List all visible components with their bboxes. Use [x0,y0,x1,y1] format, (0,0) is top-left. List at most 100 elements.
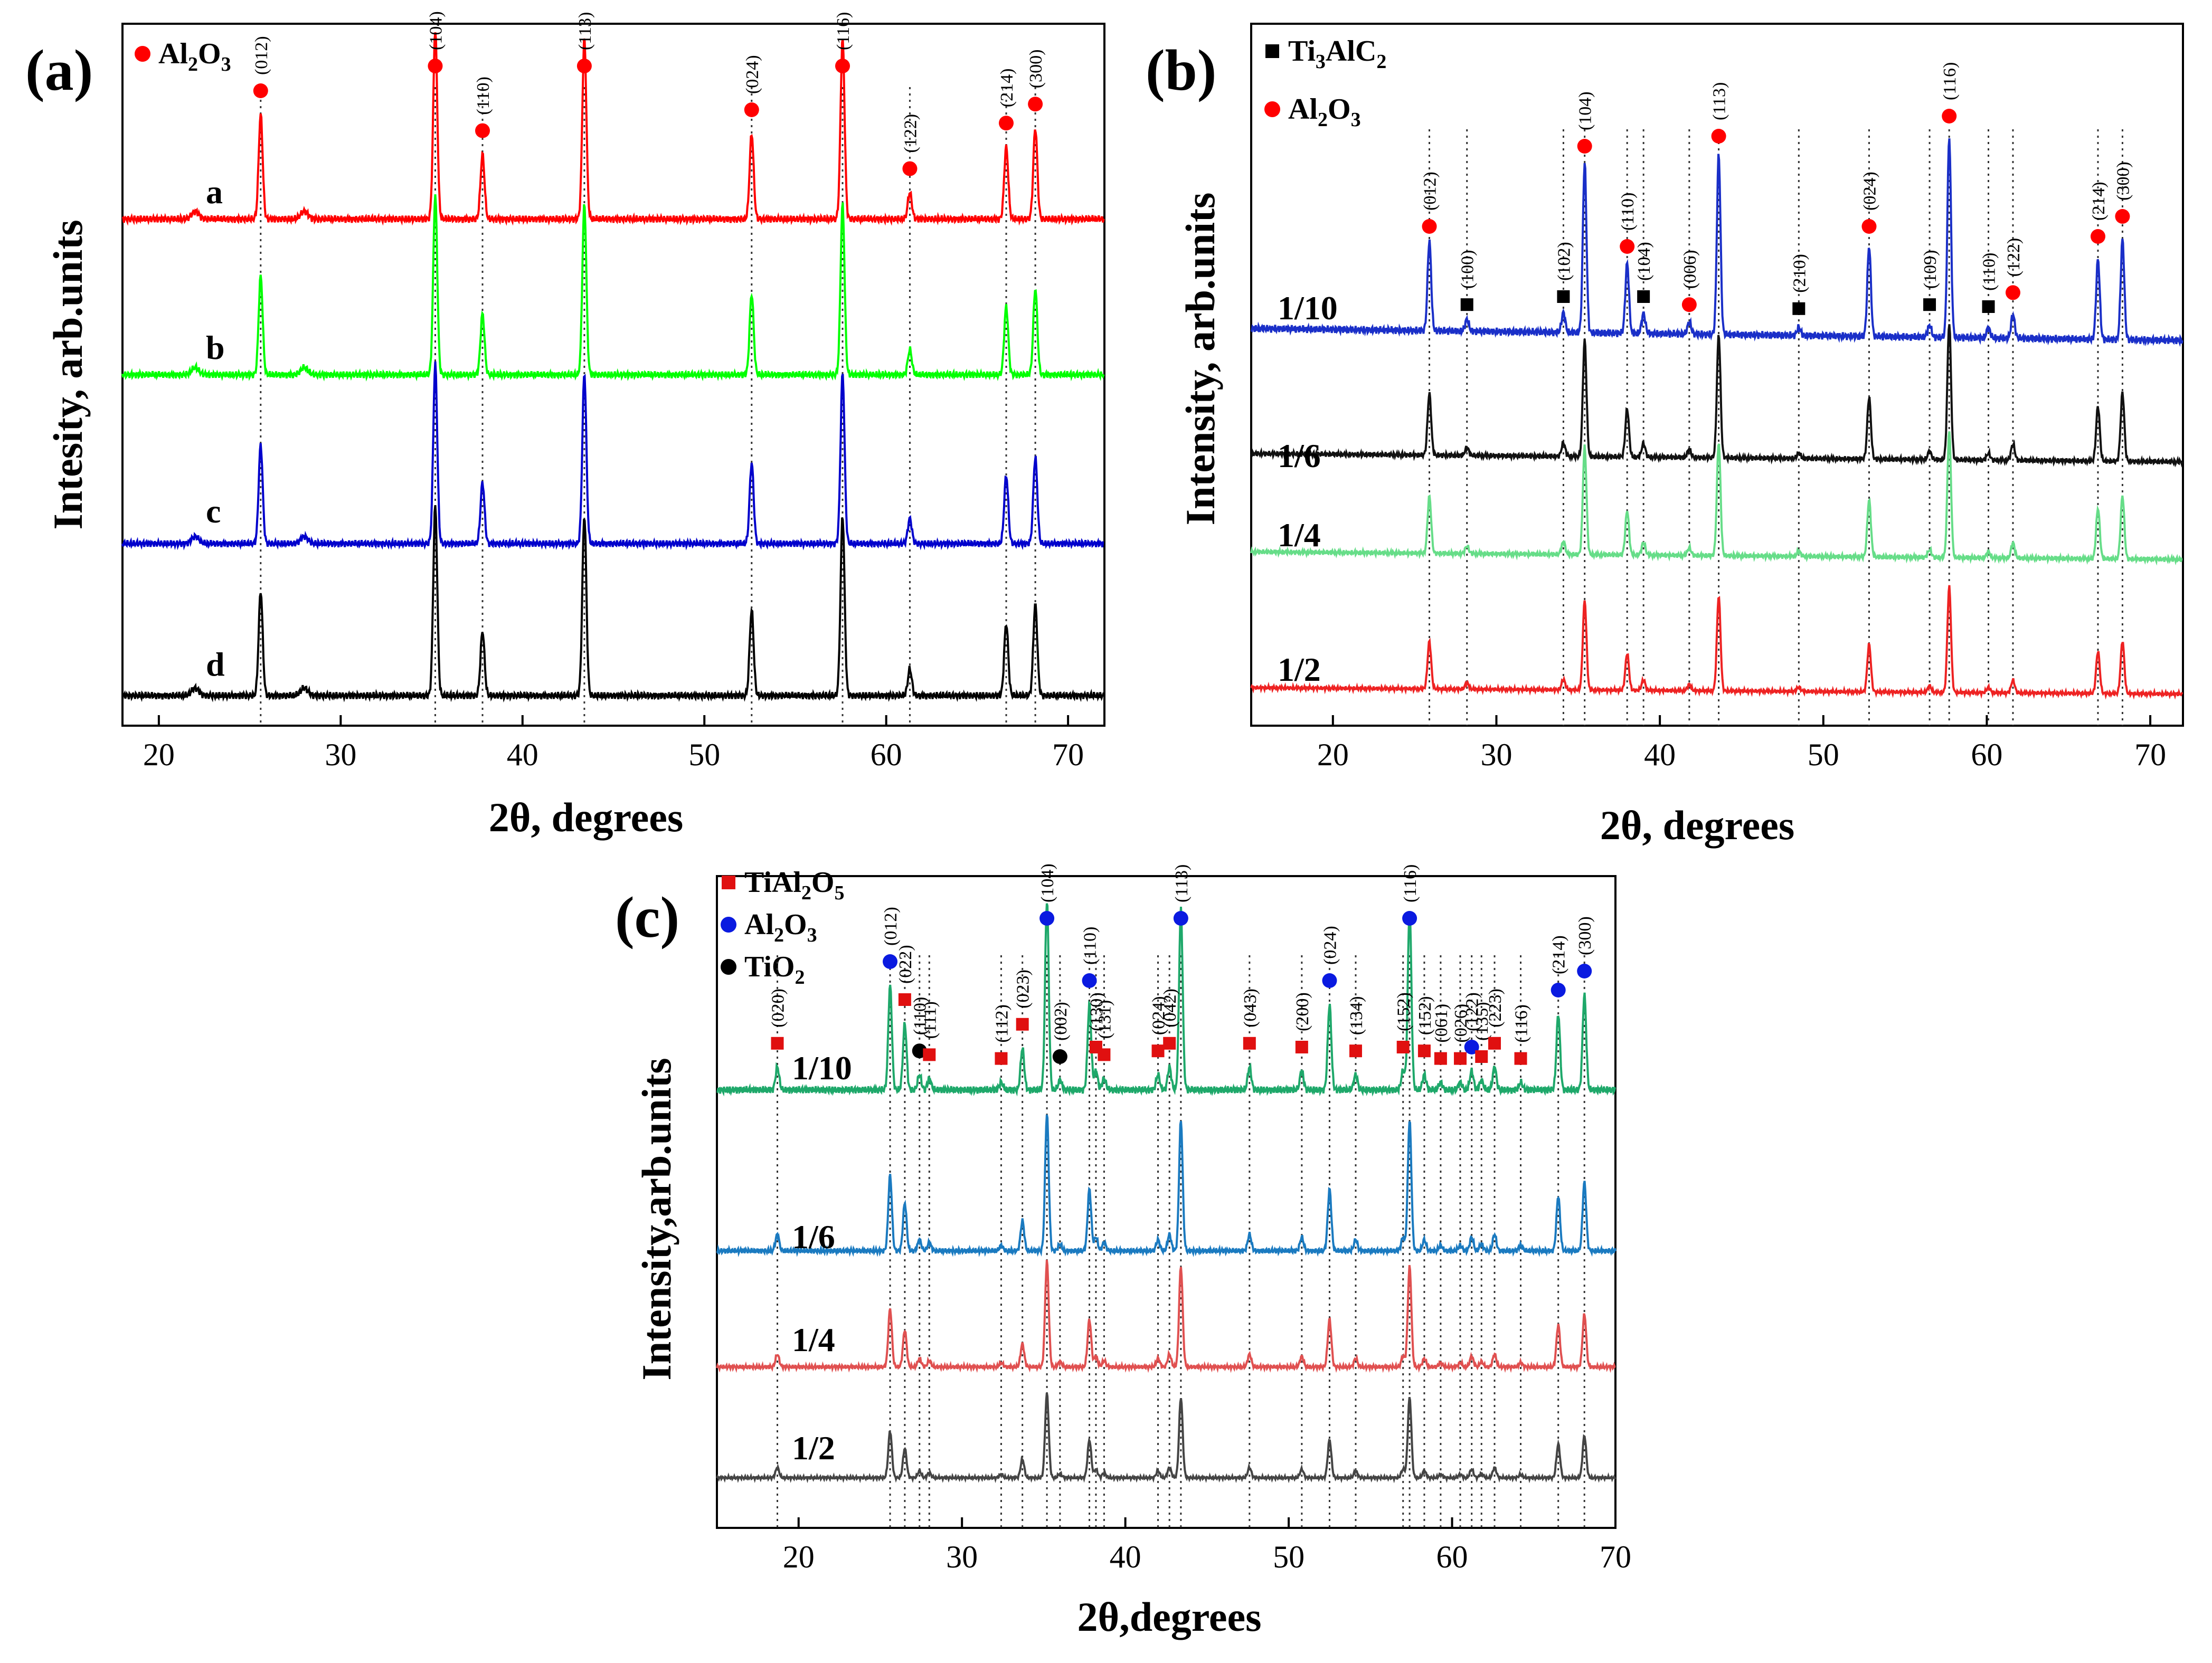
peak-hkl-label: (002) [1051,1002,1071,1041]
x-tick-label: 50 [688,737,720,772]
peak-hkl-label: (006) [1680,250,1700,289]
series-label: 1/2 [1278,651,1321,688]
panel-label: (b) [1146,38,1216,102]
peak-marker [1514,1052,1527,1065]
peak-hkl-label: (134) [1347,996,1366,1035]
peak-marker [898,993,911,1006]
peak-hkl-label: (109) [1921,250,1940,289]
peak-hkl-label: (024) [1320,926,1340,965]
x-axis-title: 2θ,degrees [1077,1594,1261,1640]
peak-marker [1861,219,1877,234]
plot-frame [1250,23,2184,727]
legend-label: Al2O3 [158,37,231,75]
peak-hkl-label: (113) [1710,82,1729,120]
series-line-b [121,194,1105,382]
series-line-1/10 [716,903,1617,1097]
peak-hkl-label: (116) [1512,1004,1532,1042]
y-axis-title: Intensity, arb.units [1177,193,1223,526]
peak-marker [576,59,592,73]
peak-marker [744,102,759,117]
peak-hkl-label: (012) [252,36,271,75]
peak-hkl-label: (110) [1980,253,1999,291]
peak-hkl-label: (022) [896,945,915,984]
peak-marker [475,123,490,138]
x-tick-label: 20 [783,1540,815,1574]
peak-hkl-label: (104) [1576,91,1595,130]
series-label: 1/6 [792,1218,835,1256]
x-tick-label: 60 [1971,737,2002,772]
peak-hkl-label: (152) [1415,996,1435,1035]
peak-marker [1711,129,1726,144]
legend-marker-square [722,876,735,889]
peak-marker [1792,302,1805,315]
peak-hkl-label: (110) [1618,193,1638,231]
peak-marker [1681,297,1697,312]
series-line-1/6 [716,1114,1617,1258]
series-line-1/4 [1250,431,2183,566]
peak-marker [1349,1044,1362,1058]
x-axis-title: 2θ, degrees [489,794,684,840]
series-label: c [206,492,221,530]
x-tick-label: 30 [946,1540,978,1574]
x-tick-label: 70 [1052,737,1084,772]
peak-hkl-label: (112) [992,1004,1012,1042]
peak-marker [1942,109,1957,123]
series-label: b [206,329,225,366]
x-axis-title: 2θ, degrees [1600,802,1795,848]
peak-marker [835,59,850,73]
y-axis-title: Intensity,arb.units [634,1058,679,1380]
peak-hkl-label: (135) [1472,1002,1492,1041]
peak-marker [1577,964,1592,978]
panel-c: 20 30 40 50 60 70 2θ,degrees Intensity,arb.unit… [615,863,1631,1640]
peak-marker [2090,229,2105,244]
peak-hkl-label: (214) [997,69,1017,108]
peak-marker [1173,911,1188,926]
series-label: a [206,173,223,211]
x-tick-label: 70 [2134,737,2166,772]
peak-hkl-label: (300) [2113,161,2133,201]
legend-marker-circle [1264,101,1280,117]
peak-hkl-label: (061) [1432,1004,1451,1043]
peak-marker [1488,1037,1501,1050]
peak-hkl-label: (100) [1458,250,1478,289]
peak-hkl-label: (113) [575,12,595,50]
peak-marker [1028,97,1043,112]
peak-hkl-label: (042) [1160,989,1180,1028]
legend-marker-circle [721,959,736,975]
series-line-c [121,361,1104,551]
legend-label: Ti3AlC2 [1288,35,1386,73]
peak-hkl-label: (131) [1095,1000,1114,1039]
series-line-1/2 [1250,585,2183,700]
peak-hkl-label: (012) [881,907,901,946]
peak-marker [1098,1048,1111,1061]
panel-b: 20 30 40 50 60 70 2θ, degrees Intensity, arb.un… [1146,23,2184,848]
peak-hkl-label: (300) [1026,50,1046,89]
peak-hkl-label: (104) [1038,863,1057,902]
series-line-1/2 [716,1392,1617,1484]
legend-label: TiO2 [744,951,805,989]
peak-hkl-label: (122) [1463,992,1482,1031]
legend-marker-circle [721,917,736,933]
peak-hkl-label: (116) [1401,864,1420,902]
peak-hkl-label: (102) [1554,242,1574,281]
peak-hkl-label: (122) [2004,238,2024,277]
peak-marker [1475,1050,1488,1063]
peak-hkl-label: (020) [768,989,788,1028]
peak-hkl-label: (113) [1172,864,1192,902]
peak-marker [1396,1041,1410,1053]
plot-frame [716,875,1617,1529]
peak-marker [1039,911,1055,926]
peak-hkl-label: (214) [2089,182,2109,221]
peak-marker [995,1052,1008,1065]
peak-hkl-label: (024) [1149,996,1169,1035]
peak-marker [1422,219,1437,234]
peak-hkl-label: (026) [1451,1004,1471,1043]
peak-marker [1322,973,1337,988]
peak-hkl-label: (104) [1634,242,1654,281]
peak-hkl-label: (012) [1421,172,1440,211]
peak-marker [1923,298,1936,311]
peak-marker [1417,1044,1431,1058]
peak-hkl-label: (122) [901,114,920,153]
peak-marker [1016,1018,1029,1031]
